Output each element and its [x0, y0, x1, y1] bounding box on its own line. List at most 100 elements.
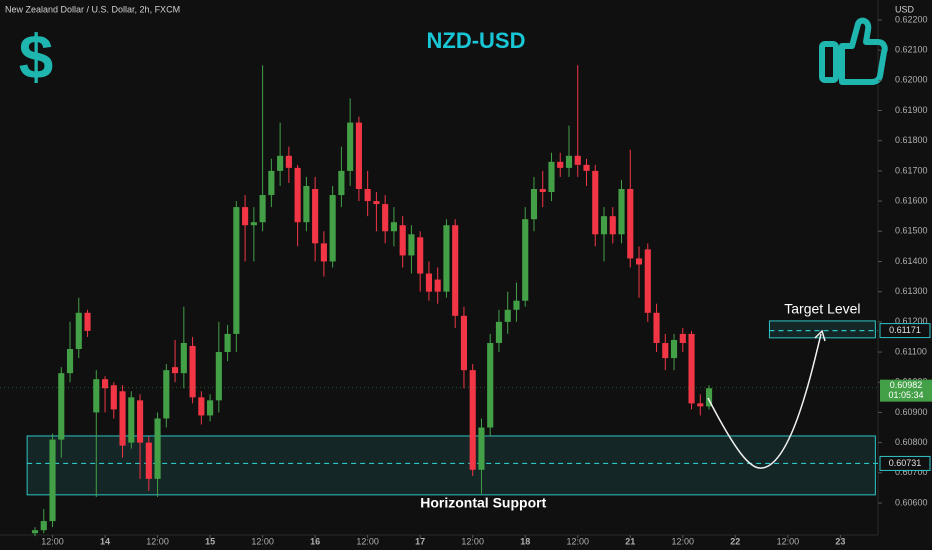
candle-body [277, 155, 284, 171]
level-price-box [879, 455, 931, 471]
candle-body [259, 195, 266, 223]
candle-body [224, 333, 231, 353]
x-tick-label: 12:00 [41, 536, 64, 546]
candle-body [172, 367, 179, 374]
candle-body [163, 370, 170, 419]
level-price-label: 0.60731 [889, 458, 922, 468]
y-tick-label: 0.62200 [895, 14, 928, 24]
candle-body [565, 155, 573, 168]
candle-body [31, 530, 39, 534]
candle-body [338, 170, 345, 196]
candle-body [180, 342, 187, 374]
y-tick-label: 0.60900 [895, 407, 928, 417]
candle-body [574, 155, 581, 165]
candle-body [198, 397, 205, 416]
candle-body [347, 122, 354, 171]
candle-body [548, 161, 555, 193]
candle-body [285, 155, 292, 168]
candle-body [425, 273, 432, 292]
candle-body [522, 219, 529, 301]
x-tick-label: 12:00 [566, 536, 589, 546]
y-tick-label: 0.61900 [895, 105, 928, 115]
zone-box [768, 320, 876, 339]
x-tick-label: 16 [310, 536, 320, 546]
x-tick-label: 12:00 [777, 536, 800, 546]
candle-body [443, 225, 450, 292]
candle-body [583, 164, 590, 171]
candle-body [75, 312, 82, 350]
candle-body [312, 189, 319, 244]
candle-body [530, 189, 538, 220]
y-tick-label: 0.60800 [895, 437, 928, 447]
x-tick-label: 12:00 [251, 536, 274, 546]
candle-body [539, 189, 546, 193]
level-price-label: 0.61171 [889, 325, 921, 335]
candle-body [644, 249, 651, 313]
y-tick-label: 0.61300 [895, 286, 928, 296]
x-tick-label: 15 [205, 536, 215, 546]
candle-body [460, 315, 468, 371]
candle-body [557, 161, 564, 168]
candle-body [382, 204, 389, 232]
level-price-box [879, 323, 931, 339]
candle-body [609, 216, 616, 235]
y-tick-label: 0.62000 [895, 75, 928, 85]
candle-body [504, 309, 511, 322]
y-tick-label: 0.61500 [895, 226, 928, 236]
candle-body [487, 342, 494, 428]
candle-body [329, 195, 336, 262]
x-tick-label: 18 [520, 536, 530, 546]
projection-arrow [814, 329, 826, 342]
y-tick-label: 0.61700 [895, 165, 928, 175]
x-tick-label: 12:00 [356, 536, 379, 546]
candle-body [408, 234, 415, 256]
last-price-box [880, 379, 932, 402]
zone-label: Horizontal Support [420, 495, 546, 511]
candle-body [207, 400, 214, 416]
y-tick-label: 0.61100 [895, 346, 927, 356]
candle-body [110, 385, 117, 410]
candle-body [233, 207, 240, 334]
candle-body [452, 225, 459, 316]
candle-body [303, 185, 310, 223]
x-tick-label: 17 [415, 536, 425, 546]
y-tick-label: 0.61200 [895, 316, 928, 326]
candle-body [215, 352, 222, 401]
candle-body [679, 333, 686, 343]
candle-body [294, 167, 301, 223]
candle-body [355, 122, 362, 190]
candle-body [618, 189, 625, 235]
candle-body [66, 349, 74, 374]
y-tick-label: 0.60700 [895, 467, 928, 477]
zone-box [26, 435, 876, 496]
candle-body [478, 427, 485, 470]
y-tick-label: 0.61400 [895, 256, 928, 266]
candle-body [268, 170, 275, 196]
candle-body [189, 345, 196, 398]
candle-body [688, 333, 695, 404]
candle-body [653, 312, 660, 343]
candle-body [128, 397, 135, 443]
y-tick-label: 0.62100 [895, 44, 928, 54]
x-tick-label: 22 [730, 536, 740, 546]
x-tick-label: 12:00 [461, 536, 484, 546]
chart-title: NZD-USD [427, 28, 526, 53]
candle-body [101, 379, 109, 389]
zone-label: Target Level [784, 301, 860, 317]
candle-body [373, 201, 380, 205]
candle-body [697, 403, 704, 407]
candle-body [592, 170, 599, 235]
x-tick-label: 14 [100, 536, 110, 546]
chart-subtitle: New Zealand Dollar / U.S. Dollar, 2h, FX… [5, 4, 180, 14]
candle-body [399, 225, 406, 256]
x-tick-label: 12:00 [672, 536, 695, 546]
y-tick-label: 0.61800 [895, 135, 928, 145]
projection-curve [707, 333, 822, 469]
x-tick-label: 12:00 [146, 536, 169, 546]
candle-body [662, 342, 669, 359]
last-price-label: 0.60982 [890, 380, 923, 390]
x-tick-label: 21 [625, 536, 635, 546]
candle-body [705, 388, 713, 407]
candle-body [495, 321, 503, 343]
axis-unit: USD [895, 4, 915, 14]
